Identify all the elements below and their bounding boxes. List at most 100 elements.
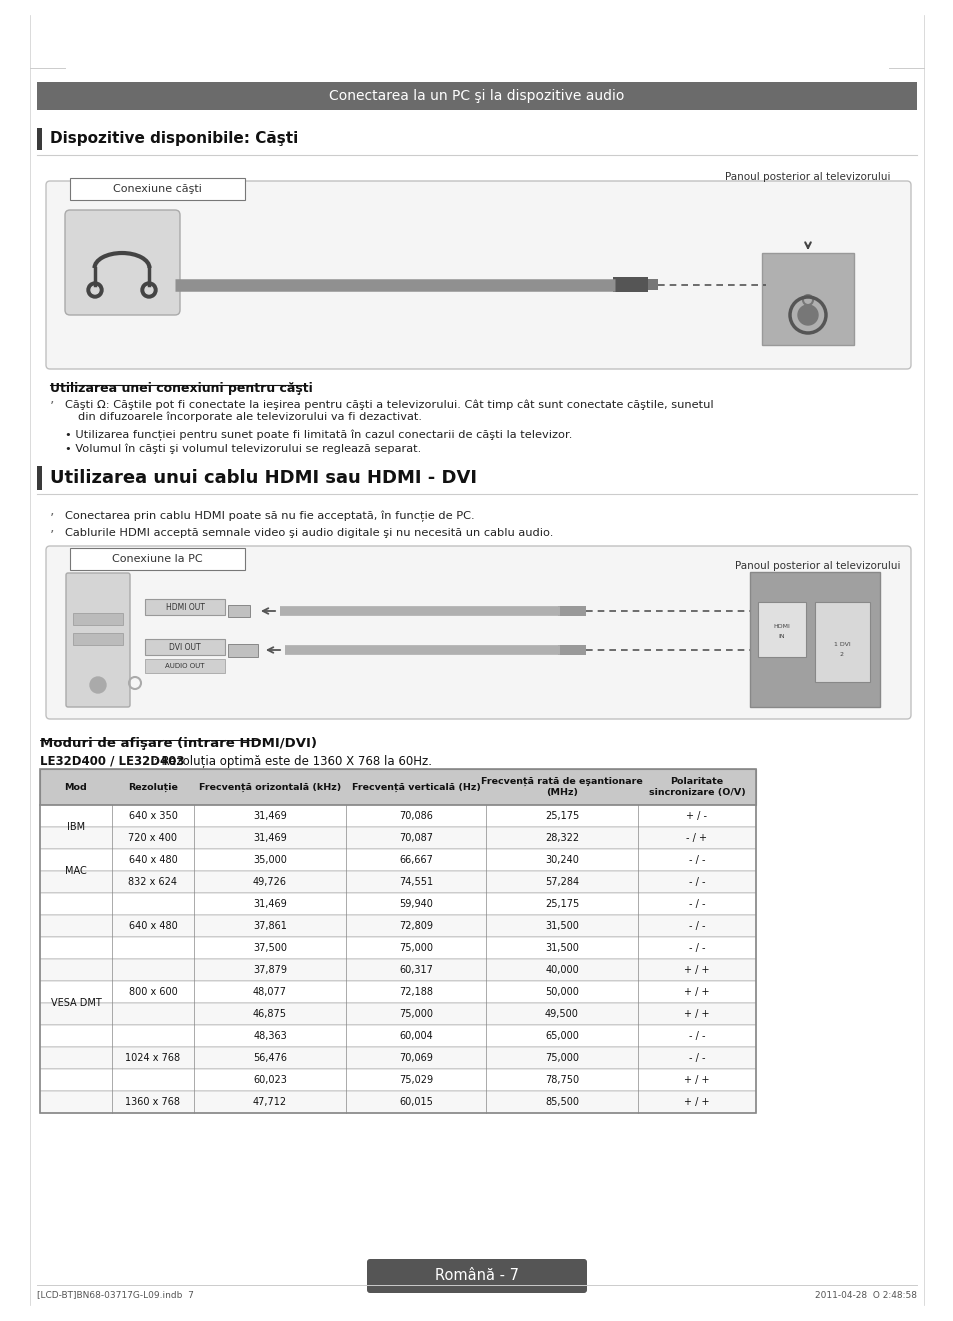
Text: - / -: - / - [688,1030,704,1041]
Text: Română - 7: Română - 7 [435,1268,518,1284]
Bar [70,548,245,569]
Text: + / +: + / + [683,1075,709,1085]
Text: • Volumul în căşti şi volumul televizorului se reglează separat.: • Volumul în căşti şi volumul televizoru… [65,444,421,454]
Bar [37,128,42,151]
Text: [LCD-BT]BN68-03717G-L09.indb  7: [LCD-BT]BN68-03717G-L09.indb 7 [37,1291,193,1300]
Bar [40,937,755,959]
Bar [40,893,755,915]
Bar [40,1069,755,1091]
Bar [761,254,853,345]
Text: 37,879: 37,879 [253,966,287,975]
Bar [40,982,755,1003]
Text: 31,500: 31,500 [544,943,578,952]
Bar [145,659,225,672]
Text: 25,175: 25,175 [544,900,578,909]
Text: 35,000: 35,000 [253,855,287,865]
Text: din difuzoarele încorporate ale televizorului va fi dezactivat.: din difuzoarele încorporate ale televizo… [78,412,421,423]
Text: Frecvență verticală (Hz): Frecvență verticală (Hz) [352,782,480,791]
Text: 66,667: 66,667 [398,855,433,865]
Bar [40,1091,755,1114]
Bar [73,633,123,645]
Text: ’: ’ [50,400,54,413]
Text: 72,809: 72,809 [398,921,433,931]
Circle shape [141,281,157,299]
Text: 75,000: 75,000 [398,1009,433,1018]
Text: 59,940: 59,940 [398,900,433,909]
Text: Frecvență rată de eşantionare
(MHz): Frecvență rată de eşantionare (MHz) [480,777,642,797]
Text: 74,551: 74,551 [398,877,433,886]
Text: - / -: - / - [688,900,704,909]
FancyBboxPatch shape [65,210,180,314]
Text: 70,087: 70,087 [398,834,433,843]
Bar [40,915,755,937]
Bar [40,871,755,893]
Text: 70,069: 70,069 [398,1053,433,1063]
Text: 46,875: 46,875 [253,1009,287,1018]
Bar [40,959,755,982]
Circle shape [87,281,103,299]
Text: - / -: - / - [688,921,704,931]
Text: 60,015: 60,015 [398,1096,433,1107]
Text: Moduri de afişare (intrare HDMI/DVI): Moduri de afişare (intrare HDMI/DVI) [40,737,316,750]
Text: Rezoluție: Rezoluție [128,782,178,791]
Bar [758,602,805,657]
Text: Conectarea la un PC şi la dispozitive audio: Conectarea la un PC şi la dispozitive au… [329,89,624,103]
Text: Mod: Mod [65,782,88,791]
Bar [40,1048,755,1069]
Text: 57,284: 57,284 [544,877,578,886]
Text: + / +: + / + [683,1096,709,1107]
Text: - / -: - / - [688,943,704,952]
Text: 1 DVI: 1 DVI [833,642,849,646]
Bar [37,82,916,110]
Bar [145,598,225,616]
Text: 49,726: 49,726 [253,877,287,886]
Bar [40,827,755,849]
Text: + / +: + / + [683,987,709,997]
FancyBboxPatch shape [367,1259,586,1293]
Text: IN: IN [778,634,784,639]
Text: Conexiune la PC: Conexiune la PC [112,553,202,564]
Circle shape [91,287,99,295]
Text: 31,469: 31,469 [253,900,287,909]
Circle shape [145,287,152,295]
Bar [613,277,647,292]
Bar [145,639,225,655]
Bar [228,645,257,657]
Text: ’: ’ [50,528,54,543]
Text: Căşti Ω: Căştile pot fi conectate la ieşirea pentru căşti a televizorului. Cât t: Căşti Ω: Căştile pot fi conectate la ieş… [65,399,713,410]
Text: 48,363: 48,363 [253,1030,287,1041]
Text: 40,000: 40,000 [544,966,578,975]
Text: 2011-04-28  Ο 2:48:58: 2011-04-28 Ο 2:48:58 [814,1291,916,1300]
Text: 37,500: 37,500 [253,943,287,952]
Bar [647,279,658,291]
Bar [40,1025,755,1048]
Text: Dispozitive disponibile: Căşti: Dispozitive disponibile: Căşti [50,132,298,147]
Text: 48,077: 48,077 [253,987,287,997]
Text: 65,000: 65,000 [544,1030,578,1041]
Text: - / +: - / + [686,834,707,843]
Text: 78,750: 78,750 [544,1075,578,1085]
Text: - / -: - / - [688,1053,704,1063]
Text: - / -: - / - [688,855,704,865]
Bar [40,1003,755,1025]
Text: 56,476: 56,476 [253,1053,287,1063]
Text: 72,188: 72,188 [398,987,433,997]
Bar [558,645,585,655]
Text: 60,317: 60,317 [398,966,433,975]
Circle shape [797,305,817,325]
Text: 30,240: 30,240 [544,855,578,865]
Text: Conectarea prin cablu HDMI poate să nu fie acceptată, în funcție de PC.: Conectarea prin cablu HDMI poate să nu f… [65,511,475,522]
Text: Polaritate
sincronizare (O/V): Polaritate sincronizare (O/V) [648,777,744,797]
Bar [40,849,755,871]
Text: 1024 x 768: 1024 x 768 [125,1053,180,1063]
Bar [814,602,869,682]
Text: IBM: IBM [67,822,85,832]
Text: AUDIO OUT: AUDIO OUT [165,663,205,668]
Text: 1360 x 768: 1360 x 768 [126,1096,180,1107]
Text: : Rezoluția optimă este de 1360 X 768 la 60Hz.: : Rezoluția optimă este de 1360 X 768 la… [150,756,432,768]
Bar [558,606,585,616]
Text: 720 x 400: 720 x 400 [129,834,177,843]
Text: LE32D400 / LE32D403: LE32D400 / LE32D403 [40,756,184,768]
Text: + / +: + / + [683,1009,709,1018]
Text: Cablurile HDMI acceptă semnale video şi audio digitale şi nu necesită un cablu a: Cablurile HDMI acceptă semnale video şi … [65,528,553,538]
